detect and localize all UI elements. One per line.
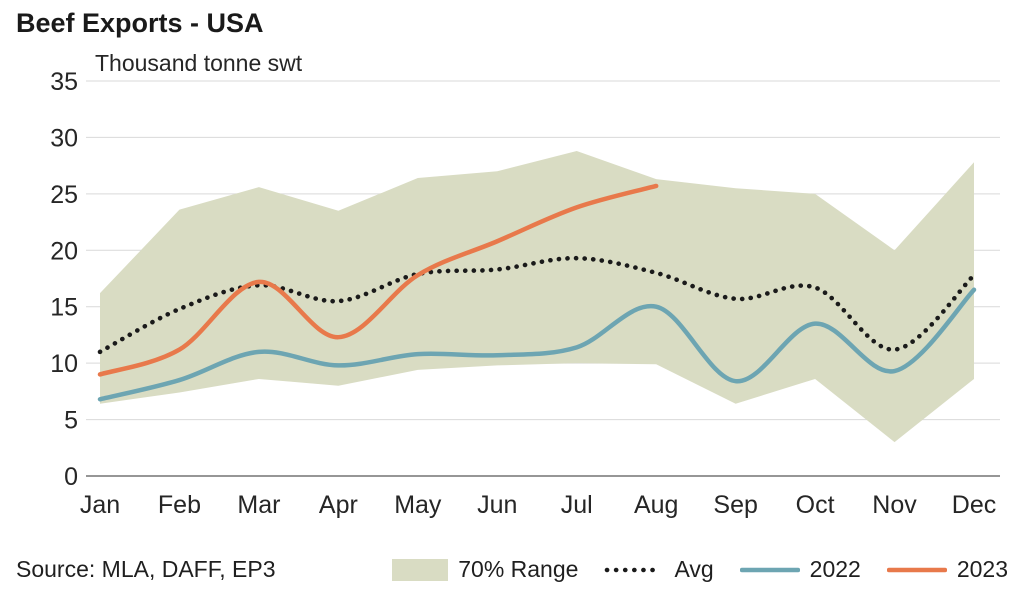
x-tick-label: Jul [561,491,593,519]
legend-item-avg: Avg [604,556,714,583]
y-tick-label: 20 [50,237,78,265]
series-line-2022 [97,287,977,402]
chart-subtitle: Thousand tonne swt [95,50,303,76]
x-tick-label: May [394,491,442,519]
x-tick-label: Dec [952,491,996,519]
legend-item-2022: 2022 [739,556,861,583]
legend-label-avg: Avg [674,556,714,582]
range-swatch [392,558,449,581]
y-tick-label: 0 [64,463,78,491]
chart-footer: Source: MLA, DAFF, EP3 70% Range Avg 202… [16,556,1008,583]
chart-canvas: 0 5 10 15 20 25 30 35 Jan Feb Mar Apr May Jun Jul Aug Se… [50,68,1000,519]
x-tick-label: Feb [158,491,201,519]
legend-label-2023: 2023 [956,556,1008,582]
x-tick-label: Sep [713,491,757,519]
series-line-avg [97,255,977,355]
y-tick-label: 30 [50,124,78,152]
legend-item-2023: 2023 [886,556,1008,583]
y-tick-label: 25 [50,181,78,209]
legend-label-2022: 2022 [809,556,861,582]
y-tick-label: 10 [50,350,78,378]
avg-line-swatch [605,567,664,572]
x-tick-label: Oct [796,491,835,519]
line-2023-swatch [886,567,947,572]
x-tick-label: Jan [80,491,120,519]
series-line-2023 [97,183,659,377]
x-tick-label: Aug [634,491,678,519]
source-note: Source: MLA, DAFF, EP3 [16,556,276,582]
y-tick-label: 5 [64,407,78,435]
x-tick-label: Nov [872,491,917,519]
range-band-area [100,150,974,443]
legend-item-range: 70% Range [392,556,578,583]
legend: 70% Range Avg 2022 2023 [392,556,1008,583]
line-2022-swatch [739,567,800,572]
x-tick-label: Jun [477,491,517,519]
x-tick-label: Apr [319,491,358,519]
x-tick-label: Mar [237,491,280,519]
legend-label-range: 70% Range [458,556,579,582]
chart-title: Beef Exports - USA [16,8,264,38]
y-tick-label: 15 [50,294,78,322]
y-tick-label: 35 [50,68,78,96]
